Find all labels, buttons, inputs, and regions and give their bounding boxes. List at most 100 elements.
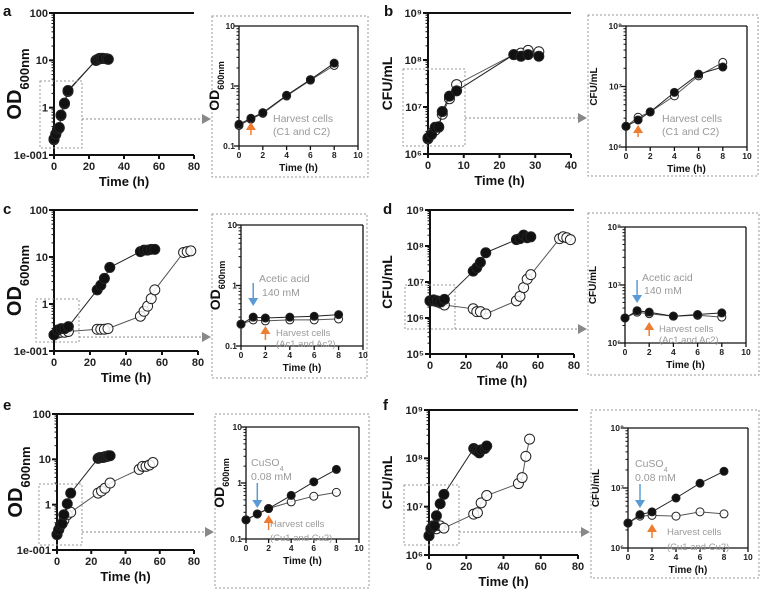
data-point-open <box>564 234 576 246</box>
annotation-subscript: 4 <box>664 465 668 474</box>
data-point-filled <box>149 243 161 255</box>
y-tick-label: 1 <box>42 103 48 115</box>
data-point-open <box>331 487 341 497</box>
x-axis-label: Time (h) <box>283 363 322 374</box>
arrow-right-icon <box>205 527 214 537</box>
y-tick-label: 0.1 <box>223 141 235 151</box>
data-point-filled <box>62 321 74 333</box>
y-tick-label: 1 <box>237 478 242 488</box>
data-point-filled <box>282 90 292 100</box>
x-tick-label: 0 <box>244 543 249 553</box>
x-tick-label: 20 <box>460 561 472 573</box>
x-tick-label: 60 <box>532 360 544 372</box>
data-point-filled <box>236 319 246 329</box>
annotation-text-main: CuSO <box>635 458 664 470</box>
data-point-open <box>147 457 159 469</box>
x-tick-label: 4 <box>284 150 289 160</box>
x-tick-label: 10 <box>743 552 753 562</box>
data-point-filled <box>694 69 704 79</box>
chart-a-full: 0 20 40 60 80 1e-001 1 10 100 Time (h) OD600nm a <box>3 3 211 189</box>
arrow-up-icon <box>260 326 271 334</box>
y-axis-label: OD600nm <box>4 245 32 316</box>
y-tick-label: 1 <box>230 81 235 91</box>
x-axis-label: Time (h) <box>283 556 322 567</box>
data-point-filled <box>693 310 703 320</box>
annotation-text: 0.08 mM <box>635 472 676 484</box>
inset-frame <box>211 213 368 379</box>
y-tick-label: 100 <box>33 409 51 421</box>
arrow-right-icon <box>202 332 211 342</box>
x-tick-label: 10 <box>353 150 363 160</box>
data-point-filled <box>258 108 268 118</box>
x-tick-label: 10 <box>458 160 470 172</box>
y-axis-label: OD600nm <box>4 48 32 119</box>
y-axis-label-subscript: 600nm <box>17 48 32 89</box>
data-point-filled <box>331 464 341 474</box>
panel-letter: c <box>3 201 11 218</box>
y-axis-label-main: OD <box>5 488 27 518</box>
x-tick-label: 4 <box>672 151 677 161</box>
series-filled <box>424 229 537 308</box>
y-tick-label: 1e-001 <box>14 346 48 358</box>
y-tick-label: 10⁶ <box>405 149 422 161</box>
x-tick-label: 2 <box>648 151 653 161</box>
y-tick-label: 10⁷ <box>608 280 621 290</box>
x-tick-label: 30 <box>529 160 541 172</box>
data-point-filled <box>621 121 631 131</box>
y-tick-label: 10 <box>36 55 48 67</box>
data-point-filled <box>102 53 114 65</box>
x-tick-label: 80 <box>568 360 580 372</box>
data-point-filled <box>309 477 319 487</box>
x-tick-label: 6 <box>698 552 703 562</box>
y-tick-label: 10 <box>39 454 51 466</box>
y-tick-label: 0.1 <box>230 534 242 544</box>
y-axis-label-main: CFU/mL <box>588 266 599 304</box>
y-axis-label-subscript: 600nm <box>17 245 32 286</box>
harvest-annotation: Harvest cells (Cu1 and Cu2) <box>263 515 332 544</box>
data-point-filled <box>438 488 450 500</box>
data-point-filled <box>635 510 645 520</box>
data-point-filled <box>645 107 655 117</box>
x-tick-label: 20 <box>493 160 505 172</box>
annotation-text: 140 mM <box>644 285 682 297</box>
y-tick-label: 10 <box>36 252 48 264</box>
y-axis-label: CFU/mL <box>379 255 395 309</box>
y-axis-label: CFU/mL <box>588 266 599 304</box>
x-tick-label: 0 <box>239 350 244 360</box>
y-axis-label-main: OD <box>211 487 227 508</box>
data-point-open <box>149 284 161 296</box>
chart-a-inset: 0 2 4 6 8 10 0.1 1 10 Time (h) OD600nm Harvest cell… <box>206 15 369 178</box>
y-axis-label: CFU/mL <box>379 455 395 509</box>
y-tick-label: 100 <box>30 205 48 217</box>
x-tick-label: 40 <box>119 556 131 568</box>
data-point-open <box>524 433 536 445</box>
data-point-filled <box>433 121 445 133</box>
arrow-up-icon <box>647 524 657 532</box>
series-filled <box>234 58 339 129</box>
x-tick-label: 40 <box>120 357 132 369</box>
data-point-open <box>185 245 197 257</box>
data-point-open <box>671 511 681 521</box>
y-axis-label-subscript: 600nm <box>217 261 227 290</box>
arrow-down-icon <box>635 500 645 508</box>
y-axis-label-main: CFU/mL <box>589 67 600 105</box>
data-point-filled <box>252 509 262 519</box>
x-tick-label: 60 <box>535 561 547 573</box>
y-tick-label: 10⁹ <box>405 8 422 20</box>
x-tick-label: 20 <box>85 556 97 568</box>
annotation-text: (Cu1 and Cu2) <box>667 542 729 553</box>
y-tick-label: 10⁷ <box>407 277 424 289</box>
annotation-text: Harvest cells <box>276 328 331 339</box>
y-axis-label: CFU/mL <box>589 67 600 105</box>
y-tick-label: 1 <box>42 299 48 311</box>
data-point-open <box>695 507 705 517</box>
data-point-filled <box>647 507 657 517</box>
data-point-filled <box>248 312 258 322</box>
arrow-down-icon <box>252 500 263 508</box>
panel-letter: e <box>3 397 11 414</box>
x-tick-label: 40 <box>565 160 577 172</box>
annotation-text: (Ac1 and Ac2) <box>276 339 336 350</box>
y-axis-label-subscript: 600nm <box>216 61 226 90</box>
y-tick-label: 1e-001 <box>17 545 51 557</box>
